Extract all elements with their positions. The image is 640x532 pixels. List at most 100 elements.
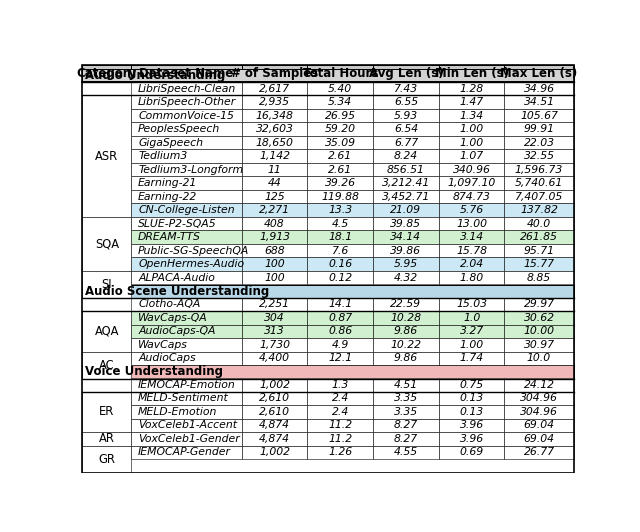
Bar <box>439 95 504 109</box>
Text: 8.85: 8.85 <box>527 273 551 282</box>
Bar <box>504 352 573 365</box>
Text: 100: 100 <box>264 259 285 269</box>
Bar <box>242 257 307 271</box>
Bar <box>504 419 573 432</box>
Text: 39.26: 39.26 <box>324 178 356 188</box>
Text: 0.13: 0.13 <box>460 393 484 403</box>
Text: 21.09: 21.09 <box>390 205 422 215</box>
Bar <box>439 338 504 352</box>
Text: 22.59: 22.59 <box>390 300 422 309</box>
Bar <box>439 432 504 446</box>
Bar <box>307 136 373 149</box>
Bar <box>373 109 439 122</box>
Text: 99.91: 99.91 <box>524 124 554 134</box>
Text: 35.09: 35.09 <box>324 138 356 148</box>
Text: 3.27: 3.27 <box>460 326 484 336</box>
Text: 39.86: 39.86 <box>390 246 422 256</box>
Bar <box>242 446 307 459</box>
Bar <box>504 122 573 136</box>
Text: Audio Understanding: Audio Understanding <box>86 69 226 82</box>
Text: 0.75: 0.75 <box>460 380 484 390</box>
Bar <box>307 149 373 163</box>
Bar <box>439 271 504 285</box>
Text: 5.34: 5.34 <box>328 97 352 107</box>
Text: 7.43: 7.43 <box>394 84 418 94</box>
Text: 39.85: 39.85 <box>390 219 422 229</box>
Bar <box>131 432 242 446</box>
Bar <box>242 432 307 446</box>
Bar <box>242 122 307 136</box>
Text: Category: Category <box>77 67 137 80</box>
Text: 18,650: 18,650 <box>255 138 294 148</box>
Text: 44: 44 <box>268 178 282 188</box>
Text: CN-College-Listen: CN-College-Listen <box>138 205 235 215</box>
Bar <box>131 392 242 405</box>
Text: 2.04: 2.04 <box>460 259 484 269</box>
Text: Min Len (s): Min Len (s) <box>435 67 509 80</box>
Bar <box>439 311 504 325</box>
Bar <box>373 149 439 163</box>
Bar <box>439 203 504 217</box>
Text: 1,002: 1,002 <box>259 447 290 458</box>
Text: WavCaps: WavCaps <box>138 340 188 350</box>
Text: 8.24: 8.24 <box>394 151 418 161</box>
Bar <box>504 203 573 217</box>
Text: 1.28: 1.28 <box>460 84 484 94</box>
Bar <box>131 405 242 419</box>
Text: 304.96: 304.96 <box>520 407 558 417</box>
Text: AC: AC <box>99 359 115 371</box>
Bar <box>504 325 573 338</box>
Bar <box>242 177 307 190</box>
Text: 0.86: 0.86 <box>328 326 352 336</box>
Bar <box>439 392 504 405</box>
Text: 2,610: 2,610 <box>259 407 290 417</box>
Text: 34.51: 34.51 <box>524 97 554 107</box>
Bar <box>373 257 439 271</box>
Bar <box>131 419 242 432</box>
Text: 137.82: 137.82 <box>520 205 558 215</box>
Bar <box>131 82 242 95</box>
Bar <box>373 82 439 95</box>
Text: 4,874: 4,874 <box>259 434 290 444</box>
Bar <box>373 65 439 82</box>
Bar <box>307 446 373 459</box>
Text: 6.77: 6.77 <box>394 138 418 148</box>
Text: 15.78: 15.78 <box>456 246 487 256</box>
Text: 2.61: 2.61 <box>328 164 352 174</box>
Bar <box>83 271 131 298</box>
Text: 4.9: 4.9 <box>332 340 349 350</box>
Text: 304: 304 <box>264 313 285 323</box>
Bar <box>83 285 573 298</box>
Text: 119.88: 119.88 <box>321 192 359 202</box>
Text: 5.40: 5.40 <box>328 84 352 94</box>
Text: 2,610: 2,610 <box>259 393 290 403</box>
Bar <box>307 257 373 271</box>
Text: 59.20: 59.20 <box>324 124 356 134</box>
Text: 32,603: 32,603 <box>255 124 294 134</box>
Text: 24.12: 24.12 <box>524 380 554 390</box>
Text: 9.86: 9.86 <box>394 326 418 336</box>
Text: 29.97: 29.97 <box>524 300 554 309</box>
Bar <box>307 230 373 244</box>
Bar <box>307 190 373 203</box>
Text: Tedlium3: Tedlium3 <box>138 151 188 161</box>
Text: 2.4: 2.4 <box>332 393 349 403</box>
Text: 5.93: 5.93 <box>394 111 418 121</box>
Bar <box>373 122 439 136</box>
Text: 340.96: 340.96 <box>452 164 491 174</box>
Bar <box>131 163 242 177</box>
Bar <box>373 177 439 190</box>
Text: 26.77: 26.77 <box>524 447 554 458</box>
Bar <box>504 65 573 82</box>
Text: 2,251: 2,251 <box>259 300 290 309</box>
Bar <box>373 392 439 405</box>
Bar <box>373 311 439 325</box>
Bar <box>307 432 373 446</box>
Bar <box>504 149 573 163</box>
Text: 30.62: 30.62 <box>524 313 554 323</box>
Bar <box>439 136 504 149</box>
Bar <box>307 392 373 405</box>
Bar <box>242 203 307 217</box>
Bar <box>307 82 373 95</box>
Bar <box>131 95 242 109</box>
